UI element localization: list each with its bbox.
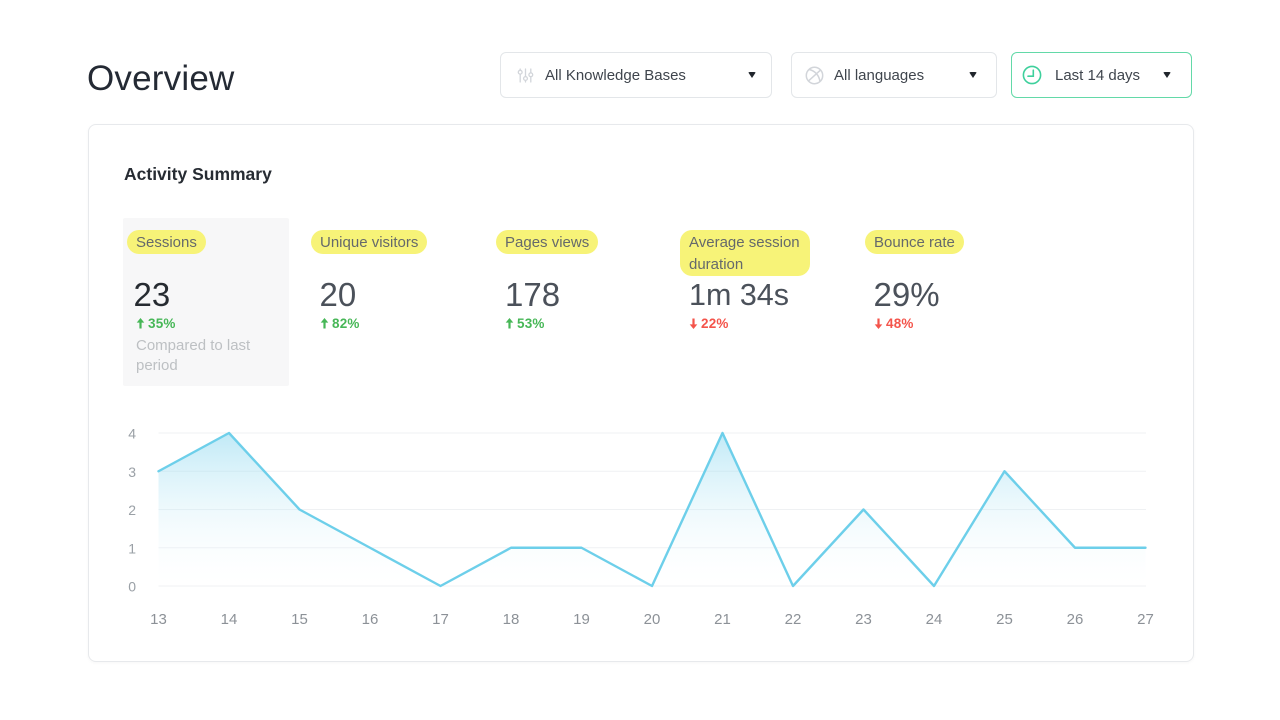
svg-text:18: 18	[503, 611, 520, 628]
svg-text:20: 20	[644, 611, 661, 628]
svg-text:14: 14	[221, 611, 238, 628]
svg-text:1: 1	[128, 540, 136, 556]
svg-text:26: 26	[1067, 611, 1084, 628]
svg-text:4: 4	[128, 426, 136, 442]
svg-text:17: 17	[432, 611, 449, 628]
svg-text:25: 25	[996, 611, 1013, 628]
svg-text:27: 27	[1137, 611, 1154, 628]
svg-text:23: 23	[855, 611, 872, 628]
svg-text:19: 19	[573, 611, 590, 628]
svg-text:0: 0	[128, 579, 136, 595]
svg-text:15: 15	[291, 611, 308, 628]
svg-text:24: 24	[926, 611, 943, 628]
svg-text:3: 3	[128, 464, 136, 480]
svg-text:22: 22	[785, 611, 802, 628]
svg-text:2: 2	[128, 502, 136, 518]
svg-text:16: 16	[362, 611, 379, 628]
svg-text:21: 21	[714, 611, 731, 628]
svg-text:13: 13	[150, 611, 167, 628]
